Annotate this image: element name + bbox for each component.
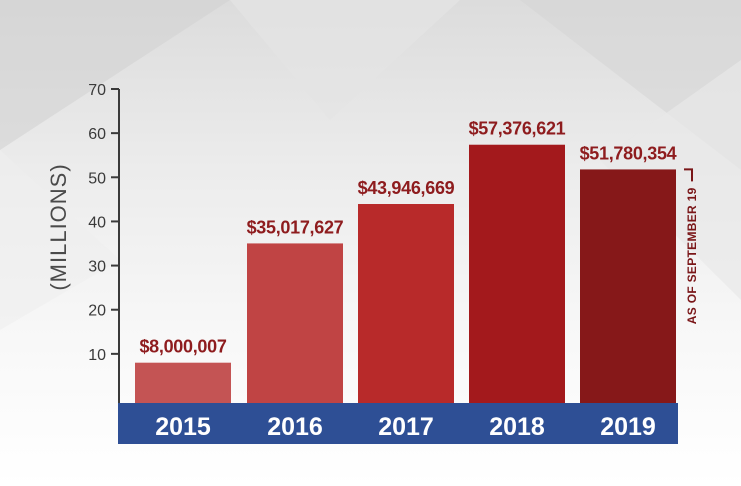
y-tick-label: 50 xyxy=(88,170,106,187)
y-axis: 10 20 30 40 50 60 70 xyxy=(88,82,120,403)
annotation-text: AS OF SEPTEMBER 19 xyxy=(685,187,699,324)
x-tick-label: 2016 xyxy=(267,413,323,441)
bars-group xyxy=(135,144,676,403)
data-label: $8,000,007 xyxy=(139,337,226,357)
bar-2019 xyxy=(580,169,676,403)
y-tick-label: 40 xyxy=(88,214,106,231)
bar-2018 xyxy=(469,144,565,403)
x-tick-label: 2019 xyxy=(600,413,656,441)
x-axis-band-rect xyxy=(118,403,678,444)
y-tick-label: 70 xyxy=(88,82,106,99)
y-axis-label: (MILLIONS) xyxy=(46,163,71,290)
y-tick-label: 10 xyxy=(88,347,106,364)
data-label: $51,780,354 xyxy=(580,143,677,163)
x-axis-band: 2015 2016 2017 2018 2019 xyxy=(118,403,678,444)
data-label: $43,946,669 xyxy=(358,178,455,198)
data-label: $35,017,627 xyxy=(247,217,344,237)
x-tick-label: 2017 xyxy=(378,413,434,441)
data-labels-group: $8,000,007 $35,017,627 $43,946,669 $57,376,… xyxy=(139,119,677,357)
bar-2016 xyxy=(247,243,343,403)
annotation-bracket xyxy=(684,168,693,182)
bar-2015 xyxy=(135,362,231,403)
bar-2017 xyxy=(358,204,454,403)
x-tick-label: 2015 xyxy=(155,413,211,441)
y-tick-label: 20 xyxy=(88,303,106,320)
y-tick-label: 60 xyxy=(88,126,106,143)
x-tick-label: 2018 xyxy=(489,413,545,441)
y-tick-label: 30 xyxy=(88,259,106,276)
data-label: $57,376,621 xyxy=(469,119,566,139)
annotation-group: AS OF SEPTEMBER 19 xyxy=(684,168,699,324)
